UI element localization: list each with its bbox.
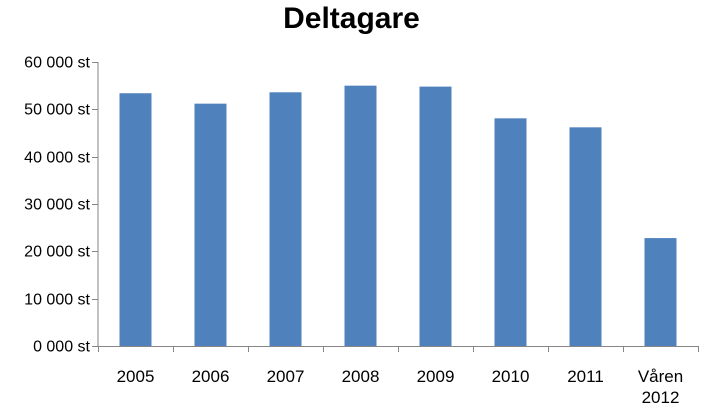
x-tick-label: 2005 — [117, 367, 155, 386]
y-tick-label: 60 000 st — [24, 55, 90, 72]
bar — [644, 238, 677, 346]
x-tick-label: Våren 2012 — [638, 367, 683, 405]
bar — [419, 86, 452, 346]
x-tick-label: 2007 — [267, 367, 305, 386]
bar — [569, 127, 602, 346]
bar — [344, 85, 377, 347]
y-tick-label: 10 000 st — [24, 292, 90, 309]
y-tick-label: 30 000 st — [24, 197, 90, 214]
bars-group — [119, 85, 677, 347]
y-tick-label: 0 000 st — [33, 339, 90, 356]
bar — [119, 93, 152, 347]
x-tick-label: 2009 — [417, 367, 455, 386]
y-tick-label: 20 000 st — [24, 244, 90, 261]
bar — [269, 92, 302, 346]
bar — [194, 103, 227, 346]
x-tick-label: 2008 — [342, 367, 380, 386]
chart-title: Deltagare — [283, 2, 420, 35]
y-tick-label: 40 000 st — [24, 150, 90, 167]
bar — [494, 118, 527, 347]
y-tick-label: 50 000 st — [24, 102, 90, 119]
x-tick-label: 2011 — [567, 367, 604, 386]
x-axis: 2005 2006 2007 2008 2009 2010 2011 Våren 2012 — [98, 346, 699, 405]
y-axis: 0 000 st 10 000 st 20 000 st 30 000 st 40 00… — [24, 55, 99, 356]
x-tick-label: 2010 — [492, 367, 530, 386]
x-tick-label: 2006 — [192, 367, 230, 386]
